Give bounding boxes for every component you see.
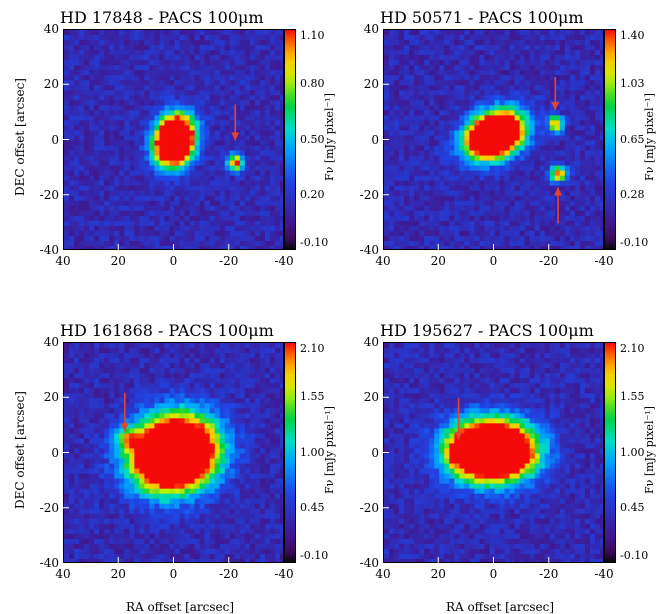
x-axis-label: RA offset [arcsec] <box>420 600 580 614</box>
x-tick-label: -20 <box>214 254 244 268</box>
colorbar-label: Fν [mJy pixel⁻¹] <box>643 390 656 510</box>
y-tick-label: 20 <box>29 390 59 404</box>
x-tick-label: -40 <box>589 254 619 268</box>
y-axis-label: DEC offset [arcsec] <box>13 77 27 197</box>
colorbar-label: Fν [mJy pixel⁻¹] <box>643 77 656 197</box>
colorbar-tick-label: 1.40 <box>620 29 645 42</box>
chart-panel-4: HD 195627 - PACS 100μm RA offset [arcsec… <box>320 313 655 613</box>
y-tick-label: 0 <box>29 446 59 460</box>
x-tick-label: -20 <box>534 567 564 581</box>
x-tick-label: 0 <box>159 254 189 268</box>
x-tick-label: 20 <box>103 254 133 268</box>
y-tick-label: 0 <box>349 133 379 147</box>
y-tick-label: 20 <box>349 77 379 91</box>
y-tick-label: 20 <box>29 77 59 91</box>
chart-panel-3: HD 161868 - PACS 100μm DEC offset [arcse… <box>0 313 335 613</box>
x-tick-label: -40 <box>269 567 299 581</box>
x-axis-label: RA offset [arcsec] <box>100 600 260 614</box>
x-tick-label: 20 <box>103 567 133 581</box>
y-tick-label: 0 <box>29 133 59 147</box>
colorbar <box>604 342 616 563</box>
y-axis-label: DEC offset [arcsec] <box>13 390 27 510</box>
x-tick-label: 20 <box>423 254 453 268</box>
x-tick-label: 20 <box>423 567 453 581</box>
x-tick-label: 40 <box>48 254 78 268</box>
chart-panel-1: HD 17848 - PACS 100μm DEC offset [arcsec… <box>0 0 335 300</box>
x-tick-label: 40 <box>368 254 398 268</box>
colorbar <box>604 29 616 250</box>
y-tick-label: -20 <box>29 501 59 515</box>
colorbar-tick-label: 1.55 <box>620 390 645 403</box>
colorbar-tick-label: 2.10 <box>620 342 645 355</box>
colorbar-tick-label: -0.10 <box>620 236 648 249</box>
colorbar-tick-label: -0.10 <box>620 549 648 562</box>
colorbar-tick-label: 0.45 <box>620 501 645 514</box>
colorbar-tick-label: 0.65 <box>620 133 645 146</box>
y-tick-label: 40 <box>29 22 59 36</box>
colorbar-tick-label: 0.28 <box>620 188 645 201</box>
x-tick-label: 40 <box>48 567 78 581</box>
x-tick-label: -20 <box>534 254 564 268</box>
colorbar <box>284 29 296 250</box>
y-tick-label: 40 <box>349 22 379 36</box>
x-tick-label: 40 <box>368 567 398 581</box>
y-tick-label: 40 <box>29 335 59 349</box>
colorbar <box>284 342 296 563</box>
x-tick-label: -40 <box>269 254 299 268</box>
x-tick-label: -20 <box>214 567 244 581</box>
x-tick-label: 0 <box>479 254 509 268</box>
x-tick-label: -40 <box>589 567 619 581</box>
y-tick-label: 0 <box>349 446 379 460</box>
y-tick-label: -20 <box>349 501 379 515</box>
colorbar-tick-label: 1.03 <box>620 77 645 90</box>
x-tick-label: 0 <box>479 567 509 581</box>
y-tick-label: -20 <box>29 188 59 202</box>
y-tick-label: 40 <box>349 335 379 349</box>
x-tick-label: 0 <box>159 567 189 581</box>
y-tick-label: 20 <box>349 390 379 404</box>
y-tick-label: -20 <box>349 188 379 202</box>
colorbar-tick-label: 1.00 <box>620 446 645 459</box>
